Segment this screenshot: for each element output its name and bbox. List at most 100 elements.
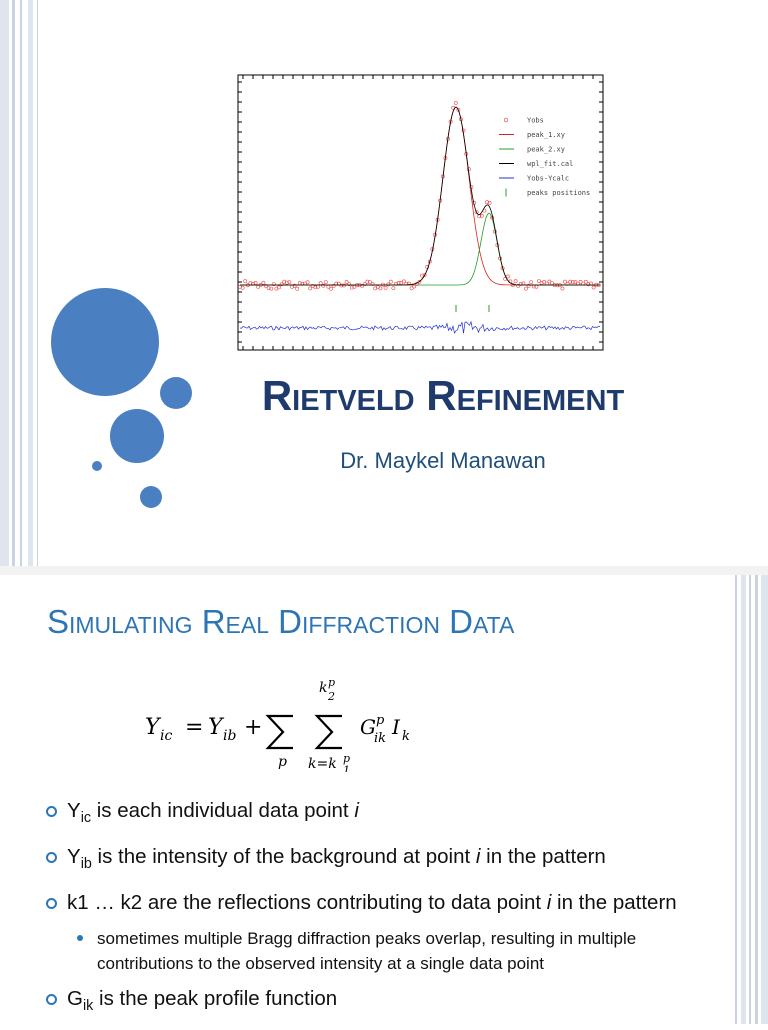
observed-point [264, 284, 268, 288]
formula-part: G [360, 715, 376, 739]
sum-sign [314, 714, 342, 750]
formula-part: ib [223, 728, 236, 744]
bullet-text: G [67, 987, 83, 1011]
observed-point [271, 282, 276, 287]
observed-point [349, 285, 354, 290]
observed-point [253, 280, 258, 285]
observed-point [513, 279, 518, 284]
bullet-text: k1 … k2 are the reflections contributing… [67, 891, 547, 915]
bullet-text: i [475, 845, 481, 869]
observed-point [313, 285, 318, 290]
bullet-text: i [354, 799, 359, 822]
bullet-list: Yic is each individual data point i Yib i… [44, 796, 724, 1030]
bullet-text: is the peak profile function [93, 987, 338, 1011]
bullet: Yib is the intensity of the background a… [44, 842, 724, 879]
formula-part: p [343, 752, 350, 765]
observed-point [453, 101, 458, 105]
observed-point [323, 280, 328, 285]
formula-part: p [278, 754, 287, 770]
observed-point [505, 274, 510, 279]
observed-point [583, 279, 588, 284]
observed-point [391, 286, 396, 291]
observed-point [240, 285, 245, 290]
legend-label: peak_2.xy [527, 146, 565, 154]
bullet-text: is the intensity of the background at po… [91, 845, 476, 869]
bullet: k1 … k2 are the reflections contributing… [44, 888, 724, 917]
content-slide [0, 575, 768, 1024]
observed-point [292, 283, 297, 288]
formula-part: p [376, 713, 385, 728]
observed-point [378, 286, 383, 291]
title-slide: Yobs peak_1.xy peak_2.xy wpl_fit.cal Yobs-Yc… [0, 0, 625, 566]
legend-label: Yobs [527, 117, 544, 125]
slide-title: Simulating Real Diffraction Data [47, 603, 515, 640]
observed-point [344, 280, 349, 284]
legend-label: wpl_fit.cal [527, 160, 573, 168]
formula-part: = [185, 715, 203, 740]
observed-point [388, 279, 393, 284]
observed-point [331, 283, 336, 288]
observed-point [287, 280, 292, 285]
observed-point [269, 286, 274, 291]
observed-point [568, 279, 573, 284]
formula-part: ic [160, 728, 172, 744]
observed-point [243, 279, 248, 284]
observed-point [586, 282, 591, 287]
legend-label: Yobs-Ycalc [527, 175, 569, 183]
observed-point [368, 280, 372, 285]
formula-part: + [244, 715, 262, 740]
observed-point [360, 283, 365, 288]
bullet-text: ib [80, 856, 92, 873]
observed-point [383, 285, 388, 290]
legend-key [503, 117, 509, 123]
observed-point [526, 283, 531, 288]
formula-part: k=k [308, 756, 337, 772]
observed-point [537, 279, 541, 284]
observed-point [524, 286, 528, 291]
observed-point [487, 200, 492, 205]
observed-point [362, 282, 367, 287]
bullet: Yic is each individual data point i [44, 796, 724, 833]
bullet-text: Y [67, 799, 81, 822]
formula-part: Y [208, 715, 225, 740]
observed-point [417, 279, 422, 284]
bullet-text: in the pattern [480, 845, 606, 869]
bullet: Gik is the peak profile function [44, 984, 724, 1021]
fit-curve [240, 106, 600, 286]
observed-point [284, 280, 289, 285]
observed-point [578, 279, 583, 284]
observed-point [427, 259, 432, 264]
observed-point [404, 281, 409, 286]
diffraction-plot: Yobs peak_1.xy peak_2.xy wpl_fit.cal Yobs-Yc… [237, 74, 604, 351]
observed-point [329, 286, 333, 291]
observed-point [485, 200, 489, 205]
observed-point [409, 286, 414, 291]
subtitle: Dr. Maykel Manawan [340, 448, 546, 473]
bullet-text: ic [80, 810, 92, 827]
formula-part: I [391, 715, 401, 739]
observed-point [474, 210, 479, 215]
observed-point [412, 284, 417, 289]
observed-point [422, 273, 427, 278]
formula-part: 1 [343, 764, 350, 772]
formula: Y ic = Y ib + p k p 2 k=k p 1 G p ik I k [145, 676, 410, 772]
observed-point [401, 279, 406, 284]
observed-point [342, 283, 346, 288]
observed-point [261, 280, 266, 285]
observed-point [420, 273, 424, 278]
difference-curve [239, 320, 601, 335]
formula-part: k [402, 729, 410, 744]
bullet-text: in the pattern [551, 891, 677, 915]
observed-point [492, 229, 497, 234]
observed-point [279, 282, 284, 287]
observed-point [518, 281, 523, 286]
slide1-art: Yobs peak_1.xy peak_2.xy wpl_fit.cal Yobs-Yc… [0, 0, 604, 566]
observed-point [511, 283, 515, 288]
observed-point [347, 282, 352, 287]
observed-point [591, 285, 596, 290]
formula-part: k [319, 680, 327, 696]
observed-point [479, 213, 484, 218]
sub-bullet: sometimes multiple Bragg diffraction pea… [44, 926, 697, 976]
bullet-text: ik [82, 998, 94, 1015]
